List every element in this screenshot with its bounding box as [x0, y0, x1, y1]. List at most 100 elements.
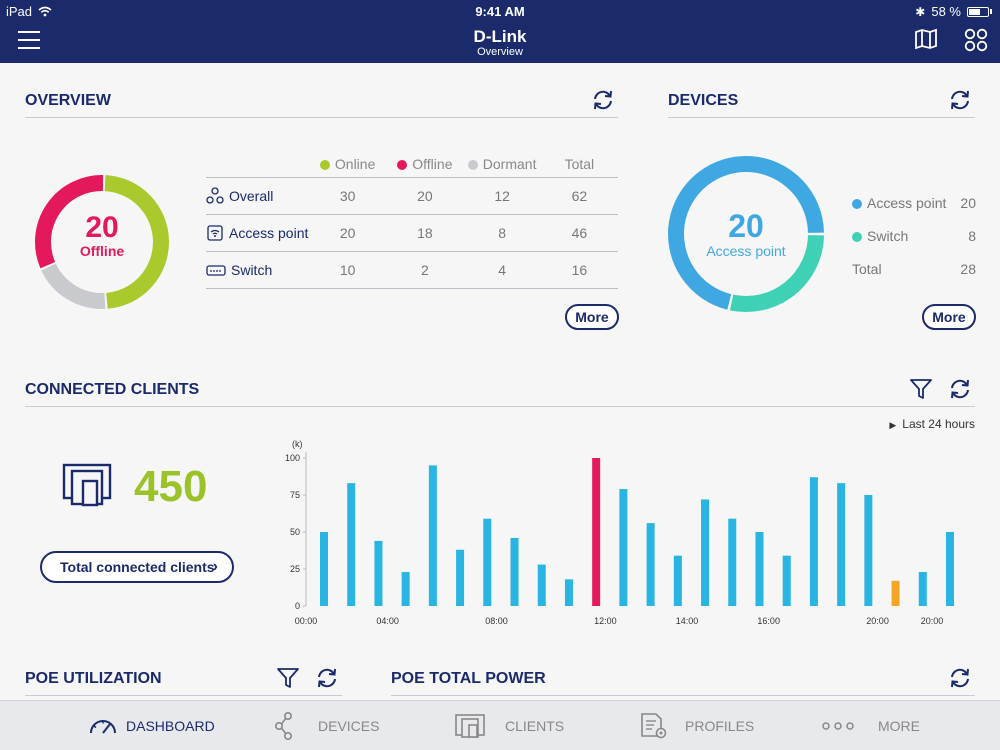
tab-bar: DASHBOARD DEVICES CLIENTS PROFILES MORE — [0, 700, 1000, 750]
total-clients-label: Total connected clients — [60, 559, 215, 575]
tab-clients[interactable]: CLIENTS — [455, 701, 564, 750]
clients-count: 450 — [134, 462, 208, 511]
apps-grid-icon[interactable] — [964, 28, 988, 52]
chart-bar[interactable] — [728, 518, 737, 606]
clients-screens-icon — [455, 714, 485, 738]
devices-donut: 20 Access point — [668, 156, 824, 312]
legend-total: Total 28 — [852, 261, 976, 277]
cell-offline: 18 — [417, 225, 433, 241]
poe-filter-icon[interactable] — [276, 666, 300, 690]
chart-bar[interactable] — [320, 532, 328, 606]
switch-arc — [729, 234, 824, 312]
chart-bar[interactable] — [374, 540, 383, 606]
menu-icon[interactable] — [18, 31, 40, 49]
x-tick-label: 08:00 — [485, 616, 508, 626]
chart-bar[interactable] — [510, 537, 519, 606]
overview-donut-label: Offline — [80, 243, 125, 259]
row-name: Access point — [229, 225, 309, 241]
access-point-icon — [207, 225, 223, 241]
bluetooth-icon: ✱ — [915, 4, 926, 19]
devices-title: DEVICES — [668, 92, 739, 109]
chart-bar[interactable] — [701, 499, 710, 606]
chart-bar[interactable] — [401, 571, 410, 606]
dormant-arc — [41, 263, 106, 309]
poe-total-power-title: POE TOTAL POWER — [391, 670, 546, 687]
chart-bar[interactable] — [483, 518, 492, 606]
cell-online: 20 — [339, 225, 356, 241]
chart-bar[interactable] — [564, 579, 573, 606]
devices-donut-value: 20 — [728, 208, 764, 244]
table-row[interactable]: Overall 30 20 12 62 — [206, 178, 618, 215]
x-tick-label: 00:00 — [295, 616, 318, 626]
poe-utilization-refresh-icon[interactable] — [315, 666, 339, 690]
legend-access-point: Access point 20 — [852, 195, 976, 211]
tab-profiles[interactable]: PROFILES — [639, 701, 754, 750]
online-arc — [104, 175, 169, 309]
cell-total: 62 — [571, 188, 588, 204]
clients-title: CONNECTED CLIENTS — [25, 381, 200, 398]
clients-refresh-icon[interactable] — [948, 377, 972, 401]
chart-bar[interactable] — [347, 483, 356, 606]
chart-bar[interactable] — [537, 564, 546, 606]
cell-total: 46 — [571, 225, 588, 241]
x-tick-label: 04:00 — [376, 616, 399, 626]
devices-refresh-icon[interactable] — [948, 88, 972, 112]
chart-bar[interactable] — [428, 465, 437, 606]
row-name: Switch — [231, 262, 273, 278]
chart-bar[interactable] — [755, 532, 764, 606]
poe-utilization-title: POE UTILIZATION — [25, 670, 162, 687]
clients-divider — [25, 406, 975, 407]
row-name: Overall — [229, 188, 274, 204]
clients-filter-icon[interactable] — [909, 377, 933, 401]
total-clients-button[interactable]: Total connected clients › — [40, 551, 234, 583]
range-selector[interactable]: ▶ Last 24 hours — [889, 417, 975, 431]
access-point-arc — [668, 156, 824, 310]
chart-bar[interactable] — [592, 458, 601, 606]
table-row[interactable]: Access point 20 18 8 46 — [206, 215, 618, 252]
battery-icon — [967, 6, 989, 17]
map-icon[interactable] — [914, 28, 938, 50]
chart-bar[interactable] — [456, 549, 465, 606]
overview-donut: 20 Offline — [35, 175, 169, 309]
devices-more-button[interactable]: More — [922, 304, 976, 330]
wifi-icon — [38, 6, 52, 17]
tab-label: DASHBOARD — [126, 718, 215, 734]
tab-label: PROFILES — [685, 718, 755, 734]
chart-bar[interactable] — [837, 483, 846, 606]
tab-dashboard[interactable]: DASHBOARD — [88, 701, 215, 750]
overview-title: OVERVIEW — [25, 92, 111, 109]
caret-right-icon: ▶ — [889, 420, 897, 430]
chart-bar[interactable] — [673, 555, 682, 606]
poe-utilization-divider — [25, 695, 342, 696]
chart-bar[interactable] — [646, 523, 655, 606]
tab-label: CLIENTS — [505, 718, 565, 734]
profiles-doc-icon — [641, 713, 667, 739]
chart-bar[interactable] — [619, 489, 628, 606]
tab-more[interactable]: MORE — [822, 701, 920, 750]
cell-online: 30 — [339, 188, 356, 204]
clients-bar-chart: (k) 0 25 50 75 100 00:00 04:00 08:00 12:00 14:00… — [285, 439, 954, 626]
dashboard-gauge-icon — [90, 720, 116, 734]
chart-bar[interactable] — [809, 477, 818, 606]
chart-bar[interactable] — [782, 555, 791, 606]
tab-devices[interactable]: DEVICES — [274, 701, 379, 750]
header-total: Total — [564, 155, 595, 172]
chart-bar[interactable] — [891, 580, 900, 606]
cell-dormant: 12 — [494, 188, 510, 204]
chart-bar[interactable] — [946, 532, 954, 606]
range-label: Last 24 hours — [902, 417, 975, 431]
overview-more-button[interactable]: More — [565, 304, 619, 330]
chevron-right-icon: › — [212, 558, 218, 575]
y-tick-label: 25 — [290, 564, 300, 574]
x-tick-label: 14:00 — [676, 616, 699, 626]
poe-power-refresh-icon[interactable] — [948, 666, 972, 690]
chart-bar[interactable] — [918, 571, 927, 606]
overview-divider — [25, 117, 618, 118]
nav-subtitle: Overview — [477, 46, 523, 58]
cell-offline: 2 — [420, 262, 429, 278]
table-row[interactable]: Switch 10 2 4 16 — [206, 252, 618, 289]
chart-bar[interactable] — [864, 495, 873, 606]
overview-refresh-icon[interactable] — [591, 88, 615, 112]
cell-total: 16 — [571, 262, 588, 278]
tab-label: MORE — [878, 718, 920, 734]
